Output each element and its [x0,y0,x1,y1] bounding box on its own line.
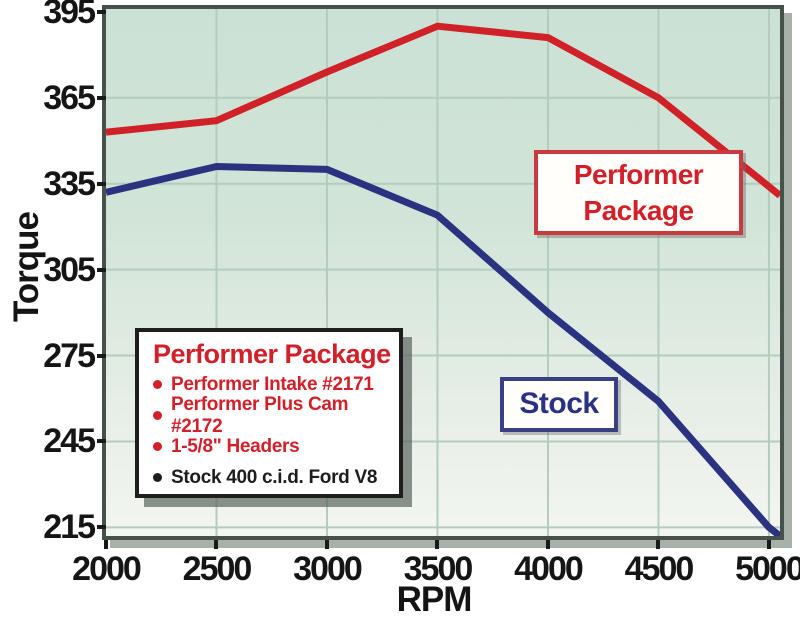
bullet-icon [153,473,162,482]
y-tick-395 [97,9,106,14]
y-tick-305 [97,267,106,272]
y-tick-215 [97,525,106,530]
series-line-performer-package [106,22,780,199]
y-tick-365 [97,95,106,100]
x-tick-label-2000: 2000 [72,550,142,588]
stock-callout: Stock [500,377,618,432]
y-tick-label-245: 245 [43,422,96,461]
chart-canvas [106,9,780,536]
bullet-icon [153,442,162,451]
legend-item-label: Performer Intake #2171 [171,373,374,395]
legend-item-label: Stock 400 c.i.d. Ford V8 [171,466,378,488]
x-tick-2500 [214,540,219,549]
plot-area: Performer Package Stock Performer Packag… [102,5,784,540]
y-tick-245 [97,439,106,444]
legend-item: Stock 400 c.i.d. Ford V8 [153,462,391,493]
x-tick-4000 [545,540,550,549]
bullet-icon [153,411,162,420]
y-tick-label-305: 305 [43,250,96,289]
x-tick-5000 [766,540,771,549]
y-tick-label-335: 335 [43,164,96,203]
x-tick-label-5000: 5000 [735,550,800,588]
y-tick-label-215: 215 [43,508,96,547]
bullet-icon [153,380,162,389]
x-tick-3000 [324,540,329,549]
x-tick-label-2500: 2500 [182,550,253,588]
y-tick-335 [97,181,106,186]
x-tick-label-4000: 4000 [514,550,584,588]
legend-item-label: 1-5/8" Headers [171,435,300,457]
y-tick-label-395: 395 [43,0,96,31]
performer-callout-line2: Package [583,195,694,226]
y-tick-label-365: 365 [43,78,96,117]
x-tick-label-4500: 4500 [624,550,695,588]
legend-item: 1-5/8" Headers [153,431,391,462]
x-tick-3500 [435,540,440,549]
y-tick-275 [97,353,106,358]
x-tick-label-3500: 3500 [403,550,474,588]
x-tick-4500 [656,540,661,549]
x-axis-title: RPM [396,580,473,619]
performer-callout-line1: Performer [573,159,704,190]
performer-package-callout: Performer Package [534,150,743,235]
x-tick-2000 [104,540,108,549]
series-line-stock [106,163,780,536]
legend-item: Performer Intake #2171 [153,369,391,400]
legend-item: Performer Plus Cam #2172 [153,394,391,437]
legend-title: Performer Package [153,339,391,369]
legend-spec-box: Performer Package Performer Intake #2171… [135,328,403,498]
legend-item-label: Performer Plus Cam #2172 [171,393,349,437]
y-tick-label-275: 275 [43,336,96,375]
x-tick-label-3000: 3000 [293,550,363,588]
